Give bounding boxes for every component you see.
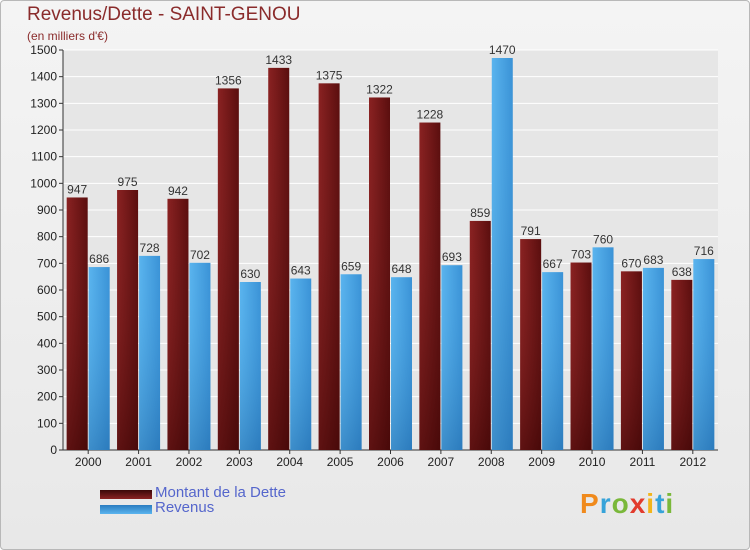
chart-title: Revenus/Dette - SAINT-GENOU xyxy=(27,4,301,25)
legend-swatch-revenus xyxy=(100,505,152,514)
data-label: 1375 xyxy=(316,68,343,82)
data-label: 947 xyxy=(67,182,87,196)
y-tick-label: 1100 xyxy=(31,150,57,164)
data-label: 942 xyxy=(168,184,188,198)
data-label: 760 xyxy=(593,232,613,246)
data-label: 1433 xyxy=(265,53,292,67)
data-label: 1470 xyxy=(489,43,516,57)
bar-dette-shade xyxy=(671,279,693,450)
y-tick-label: 100 xyxy=(37,416,57,430)
data-label: 975 xyxy=(118,175,138,189)
data-label: 648 xyxy=(391,262,411,276)
x-tick-label: 2000 xyxy=(75,455,102,469)
y-tick-label: 900 xyxy=(37,203,57,217)
data-label: 693 xyxy=(442,250,462,264)
bar-dette-shade xyxy=(369,97,390,450)
y-tick-label: 1500 xyxy=(30,43,57,57)
y-tick-label: 300 xyxy=(37,363,57,377)
x-tick-label: 2001 xyxy=(125,455,152,469)
bar-revenus-shade xyxy=(693,259,715,450)
bar-revenus-shade xyxy=(239,282,261,450)
plot-area xyxy=(63,50,718,450)
x-tick-label: 2007 xyxy=(428,455,455,469)
legend-label-dette: Montant de la Dette xyxy=(155,484,286,501)
y-tick-label: 1400 xyxy=(30,70,57,84)
data-label: 659 xyxy=(341,259,361,273)
bar-revenus-shade xyxy=(139,255,161,450)
data-label: 683 xyxy=(643,253,663,267)
bar-revenus-shade xyxy=(642,267,664,450)
x-tick-label: 2009 xyxy=(528,455,555,469)
y-tick-label: 1300 xyxy=(30,96,57,110)
y-tick-label: 800 xyxy=(37,230,57,244)
legend-label-revenus: Revenus xyxy=(155,499,215,516)
bar-revenus-shade xyxy=(88,267,110,450)
bar-dette-shade xyxy=(570,262,592,450)
bar-dette-shade xyxy=(217,88,239,451)
data-label: 670 xyxy=(621,256,641,270)
bar-dette-shade xyxy=(469,220,491,450)
y-tick-label: 1000 xyxy=(30,176,57,190)
proxiti-logo: Proxiti xyxy=(580,488,675,519)
bar-dette-shade xyxy=(117,190,139,450)
bar-dette-shade xyxy=(66,197,88,450)
data-label: 859 xyxy=(470,206,490,220)
y-tick-label: 200 xyxy=(37,390,57,404)
x-tick-label: 2008 xyxy=(478,455,505,469)
data-label: 686 xyxy=(89,252,109,266)
data-label: 728 xyxy=(140,241,160,255)
y-tick-label: 1200 xyxy=(30,123,57,137)
data-label: 638 xyxy=(672,265,692,279)
data-label: 1228 xyxy=(417,108,444,122)
x-tick-label: 2002 xyxy=(176,455,203,469)
bar-revenus-shade xyxy=(441,265,463,450)
data-label: 703 xyxy=(571,248,591,262)
x-tick-label: 2005 xyxy=(327,455,354,469)
chart-subtitle: (en milliers d'€) xyxy=(27,29,108,43)
bar-revenus-shade xyxy=(290,278,312,450)
y-tick-label: 700 xyxy=(37,256,57,270)
y-tick-label: 0 xyxy=(50,443,57,457)
legend-swatch-dette xyxy=(100,490,152,499)
bar-dette-shade xyxy=(520,239,542,450)
y-tick-label: 600 xyxy=(37,283,57,297)
data-label: 702 xyxy=(190,248,210,262)
data-label: 716 xyxy=(694,244,714,258)
x-tick-label: 2006 xyxy=(377,455,404,469)
data-label: 1322 xyxy=(366,82,393,96)
x-tick-label: 2012 xyxy=(679,455,706,469)
bar-dette-shade xyxy=(318,83,340,450)
bar-revenus-shade xyxy=(592,247,614,450)
bar-revenus-shade xyxy=(542,272,564,450)
x-tick-label: 2004 xyxy=(276,455,303,469)
bar-dette-shade xyxy=(268,67,290,450)
data-label: 1356 xyxy=(215,73,242,87)
bar-revenus-shade xyxy=(391,277,412,450)
bar-revenus-shade xyxy=(189,262,211,450)
bar-dette-shade xyxy=(620,271,642,450)
x-tick-label: 2003 xyxy=(226,455,253,469)
bar-dette-shade xyxy=(419,122,441,451)
data-label: 643 xyxy=(291,264,311,278)
y-tick-label: 400 xyxy=(37,336,57,350)
y-tick-label: 500 xyxy=(37,310,57,324)
data-label: 667 xyxy=(543,257,563,271)
data-label: 791 xyxy=(521,224,541,238)
x-tick-label: 2010 xyxy=(579,455,606,469)
bar-dette-shade xyxy=(167,198,189,450)
bar-revenus-shade xyxy=(340,274,362,450)
bar-revenus-shade xyxy=(491,58,513,450)
x-tick-label: 2011 xyxy=(630,455,656,469)
data-label: 630 xyxy=(240,267,260,281)
